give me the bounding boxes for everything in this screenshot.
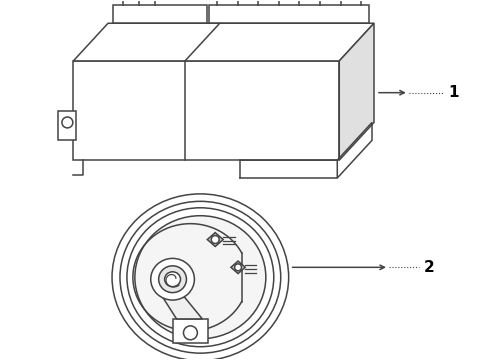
Ellipse shape — [120, 201, 281, 353]
Polygon shape — [231, 261, 245, 274]
Polygon shape — [209, 5, 369, 23]
Ellipse shape — [151, 258, 195, 300]
Circle shape — [235, 264, 242, 271]
Circle shape — [62, 117, 73, 128]
Circle shape — [211, 235, 219, 243]
Bar — [172, 319, 208, 343]
Ellipse shape — [112, 194, 289, 360]
Text: 1: 1 — [448, 85, 459, 100]
Bar — [58, 111, 76, 140]
Ellipse shape — [135, 216, 266, 339]
Polygon shape — [74, 23, 374, 61]
Ellipse shape — [165, 272, 180, 287]
Ellipse shape — [159, 266, 187, 293]
Text: 2: 2 — [424, 260, 434, 275]
Polygon shape — [74, 61, 339, 160]
Polygon shape — [207, 233, 223, 247]
Circle shape — [183, 326, 197, 340]
Polygon shape — [113, 5, 207, 23]
Ellipse shape — [127, 208, 274, 347]
Polygon shape — [339, 23, 374, 160]
Polygon shape — [163, 297, 202, 319]
